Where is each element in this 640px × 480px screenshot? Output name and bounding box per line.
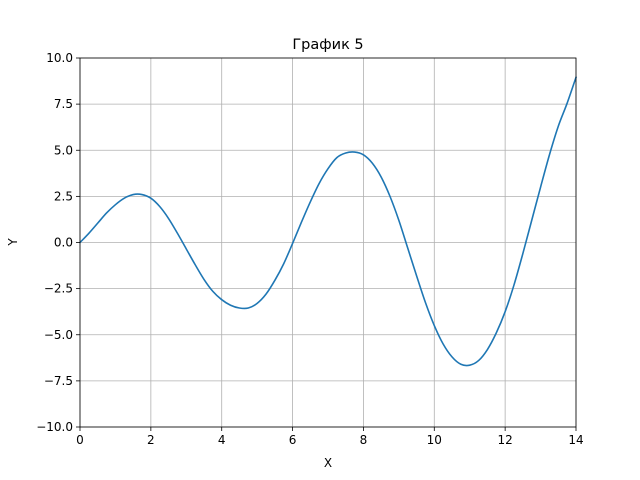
- x-tick-label: 2: [147, 433, 155, 447]
- x-tick-label: 0: [76, 433, 84, 447]
- x-tick-label: 6: [289, 433, 297, 447]
- x-tick-label: 14: [568, 433, 583, 447]
- y-axis-label: Y: [6, 238, 20, 247]
- y-tick-label: −5.0: [44, 328, 73, 342]
- x-tick-label: 12: [498, 433, 513, 447]
- x-tick-label: 8: [360, 433, 368, 447]
- x-tick-label: 4: [218, 433, 226, 447]
- y-tick-label: 5.0: [54, 143, 73, 157]
- x-tick-label: 10: [427, 433, 442, 447]
- y-tick-label: −10.0: [36, 420, 73, 434]
- y-tick-label: −2.5: [44, 282, 73, 296]
- y-axis-ticks: −10.0 −7.5 −5.0 −2.5 0.0 2.5 5.0 7.5 10.0: [36, 51, 80, 434]
- y-tick-label: 0.0: [54, 236, 73, 250]
- series-line: [78, 76, 578, 367]
- y-tick-label: 7.5: [54, 97, 73, 111]
- y-tick-label: −7.5: [44, 374, 73, 388]
- x-axis-label: X: [324, 456, 332, 470]
- chart-title: График 5: [292, 37, 363, 53]
- y-tick-label: 2.5: [54, 189, 73, 203]
- x-axis-ticks: 0 2 4 6 8 10 12 14: [76, 427, 584, 447]
- series-layer: [78, 76, 578, 367]
- y-tick-label: 10.0: [46, 51, 73, 65]
